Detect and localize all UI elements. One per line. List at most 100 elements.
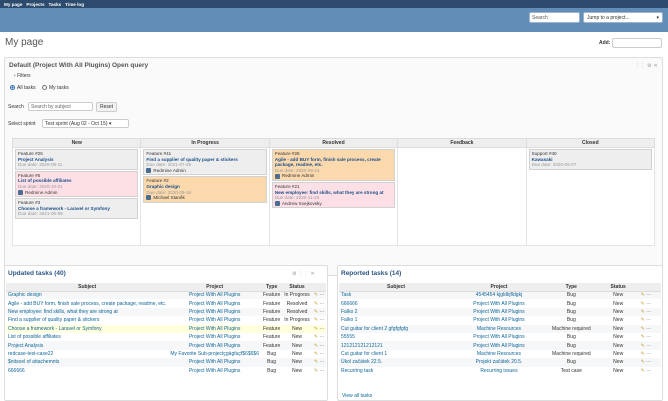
more-icon[interactable]: ⋯ bbox=[319, 292, 325, 299]
col-status[interactable]: Status bbox=[282, 283, 312, 292]
card-title[interactable]: Find a supplier of quality paper & stick… bbox=[146, 156, 238, 162]
task-link[interactable]: 55555 bbox=[341, 334, 355, 341]
task-link[interactable]: Agile - add BUY form, finish sale proces… bbox=[8, 300, 167, 307]
project-link[interactable]: Project With All Plugins bbox=[188, 325, 241, 332]
col-status[interactable]: Status bbox=[597, 283, 639, 292]
more-icon[interactable]: ⋯ bbox=[646, 292, 652, 299]
task-card[interactable]: Feature #5 List of possible affiliates D… bbox=[15, 170, 139, 198]
edit-icon[interactable]: ✎ bbox=[640, 308, 645, 315]
edit-icon[interactable]: ✎ bbox=[313, 300, 319, 307]
close-icon[interactable]: ✕ bbox=[653, 63, 658, 69]
project-link[interactable]: Project With All Plugins bbox=[188, 342, 241, 349]
more-icon[interactable]: ⋯ bbox=[646, 317, 652, 324]
edit-icon[interactable]: ✎ bbox=[313, 334, 319, 341]
task-link[interactable]: redcase-test-case22 bbox=[8, 350, 54, 357]
project-link[interactable]: Project With All Plugins bbox=[473, 342, 525, 349]
more-icon[interactable]: ⋯ bbox=[646, 308, 652, 315]
project-link[interactable]: Project With All Plugins bbox=[188, 308, 241, 315]
project-link[interactable]: Recurring issues bbox=[480, 367, 518, 374]
card-title[interactable]: Project Analysis bbox=[18, 156, 54, 162]
edit-icon[interactable]: ✎ bbox=[313, 342, 319, 349]
task-card[interactable]: Feature #25 Project Analysis Due date: 2… bbox=[15, 149, 139, 170]
assignee-name[interactable]: Andrew Svejkovsky bbox=[281, 200, 322, 206]
more-icon[interactable]: ⋯ bbox=[646, 325, 652, 332]
more-icon[interactable]: ⋯ bbox=[319, 308, 325, 315]
project-link[interactable]: 4545454 kjgldkjfldgkj bbox=[475, 292, 523, 299]
edit-icon[interactable]: ✎ bbox=[640, 359, 645, 366]
edit-icon[interactable]: ✎ bbox=[640, 342, 645, 349]
edit-icon[interactable]: ✎ bbox=[313, 317, 319, 324]
task-link[interactable]: Cut guitar for client 2 gfgfgfgfg bbox=[341, 325, 408, 332]
project-link[interactable]: Project With All Plugins bbox=[473, 308, 525, 315]
task-link[interactable]: Falko 1 bbox=[341, 317, 358, 324]
project-link[interactable]: My Favorite Sub-projectçgägfuçf$6$6$6 bbox=[170, 350, 259, 357]
task-link[interactable]: Graphic design bbox=[8, 292, 42, 299]
card-title[interactable]: Choose a framework - Laravel or Symfony bbox=[18, 205, 110, 211]
edit-icon[interactable]: ✎ bbox=[640, 367, 645, 374]
task-link[interactable]: 121212121212121 bbox=[341, 342, 383, 349]
task-link[interactable]: 666666 bbox=[8, 367, 25, 374]
col-project[interactable]: Project bbox=[453, 283, 545, 292]
drag-handle-icon[interactable]: ⋮⋮ bbox=[635, 63, 645, 69]
col-type[interactable]: Type bbox=[261, 283, 283, 292]
more-icon[interactable]: ⋯ bbox=[646, 300, 652, 307]
edit-icon[interactable]: ✎ bbox=[640, 325, 645, 332]
card-title[interactable]: Graphic design bbox=[146, 183, 180, 189]
task-link[interactable]: New employee: find skills, what they are… bbox=[8, 308, 118, 315]
project-link[interactable]: Project With All Plugins bbox=[188, 359, 241, 366]
assignee-name[interactable]: Redmine Admin bbox=[153, 167, 186, 173]
task-card[interactable]: Feature #41 Find a supplier of quality p… bbox=[143, 149, 267, 176]
topnav-my-page[interactable]: My page bbox=[4, 1, 23, 7]
more-icon[interactable]: ⋯ bbox=[319, 317, 325, 324]
project-link[interactable]: Project With All Plugins bbox=[188, 300, 241, 307]
col-project[interactable]: Project bbox=[168, 283, 261, 292]
settings-icon[interactable]: ⚙ bbox=[647, 63, 652, 69]
my-tasks-radio[interactable]: My tasks bbox=[42, 85, 69, 91]
edit-icon[interactable]: ✎ bbox=[313, 367, 319, 374]
project-link[interactable]: Project With All Plugins bbox=[188, 367, 241, 374]
drag-handle-icon[interactable]: ⋮⋮ bbox=[298, 271, 309, 277]
subject-search-input[interactable]: Search by subject bbox=[28, 102, 93, 111]
more-icon[interactable]: ⋯ bbox=[319, 334, 325, 341]
project-link[interactable]: Project With All Plugins bbox=[473, 334, 525, 341]
more-icon[interactable]: ⋯ bbox=[646, 359, 652, 366]
more-icon[interactable]: ⋯ bbox=[646, 334, 652, 341]
task-link[interactable]: Find a supplier of quality paper & stick… bbox=[8, 317, 100, 324]
col-type[interactable]: Type bbox=[544, 283, 598, 292]
task-card[interactable]: Feature #3 Choose a framework - Laravel … bbox=[15, 198, 139, 219]
task-link[interactable]: 666666 bbox=[341, 300, 358, 307]
more-icon[interactable]: ⋯ bbox=[319, 359, 325, 366]
task-link[interactable]: Úkol začátek 22.5. bbox=[341, 359, 383, 366]
edit-icon[interactable]: ✎ bbox=[313, 325, 319, 332]
more-icon[interactable]: ⋯ bbox=[646, 367, 652, 374]
task-card[interactable]: Feature #21 New employee: find skills, w… bbox=[271, 181, 396, 209]
assignee-name[interactable]: Redmine Admin bbox=[25, 189, 58, 195]
edit-icon[interactable]: ✎ bbox=[640, 300, 645, 307]
reset-button[interactable]: Reset bbox=[96, 102, 118, 112]
project-link[interactable]: Machine Resources bbox=[476, 350, 522, 357]
search-input[interactable]: Search bbox=[529, 12, 580, 23]
card-title[interactable]: New employee: find skills, what they are… bbox=[274, 189, 384, 195]
all-tasks-radio[interactable]: All tasks bbox=[10, 85, 36, 91]
add-block-select[interactable] bbox=[612, 38, 662, 48]
card-title[interactable]: Kawasaki bbox=[531, 156, 553, 162]
project-link[interactable]: Machine Resources bbox=[476, 325, 522, 332]
project-link[interactable]: Project With All Plugins bbox=[188, 317, 241, 324]
topnav-projects[interactable]: Projects bbox=[26, 1, 45, 7]
edit-icon[interactable]: ✎ bbox=[313, 359, 319, 366]
more-icon[interactable]: ⋯ bbox=[319, 300, 325, 307]
card-title[interactable]: List of possible affiliates bbox=[18, 178, 72, 184]
more-icon[interactable]: ⋯ bbox=[319, 325, 325, 332]
project-link[interactable]: Project With All Plugins bbox=[473, 317, 525, 324]
edit-icon[interactable]: ✎ bbox=[640, 292, 645, 299]
filters-toggle[interactable]: › Filters bbox=[14, 73, 31, 79]
task-card[interactable]: Support #40 Kawasaki Due date: 2020-06-0… bbox=[528, 149, 652, 170]
edit-icon[interactable]: ✎ bbox=[640, 334, 645, 341]
edit-icon[interactable]: ✎ bbox=[313, 308, 319, 315]
assignee-name[interactable]: Redmine Admin bbox=[281, 173, 315, 179]
topnav-tasks[interactable]: Tasks bbox=[48, 1, 62, 7]
task-link[interactable]: Falko 2 bbox=[341, 308, 358, 315]
close-icon[interactable]: ✕ bbox=[310, 271, 315, 277]
project-link[interactable]: Project With All Plugins bbox=[188, 292, 241, 299]
task-link[interactable]: Task bbox=[341, 292, 352, 299]
